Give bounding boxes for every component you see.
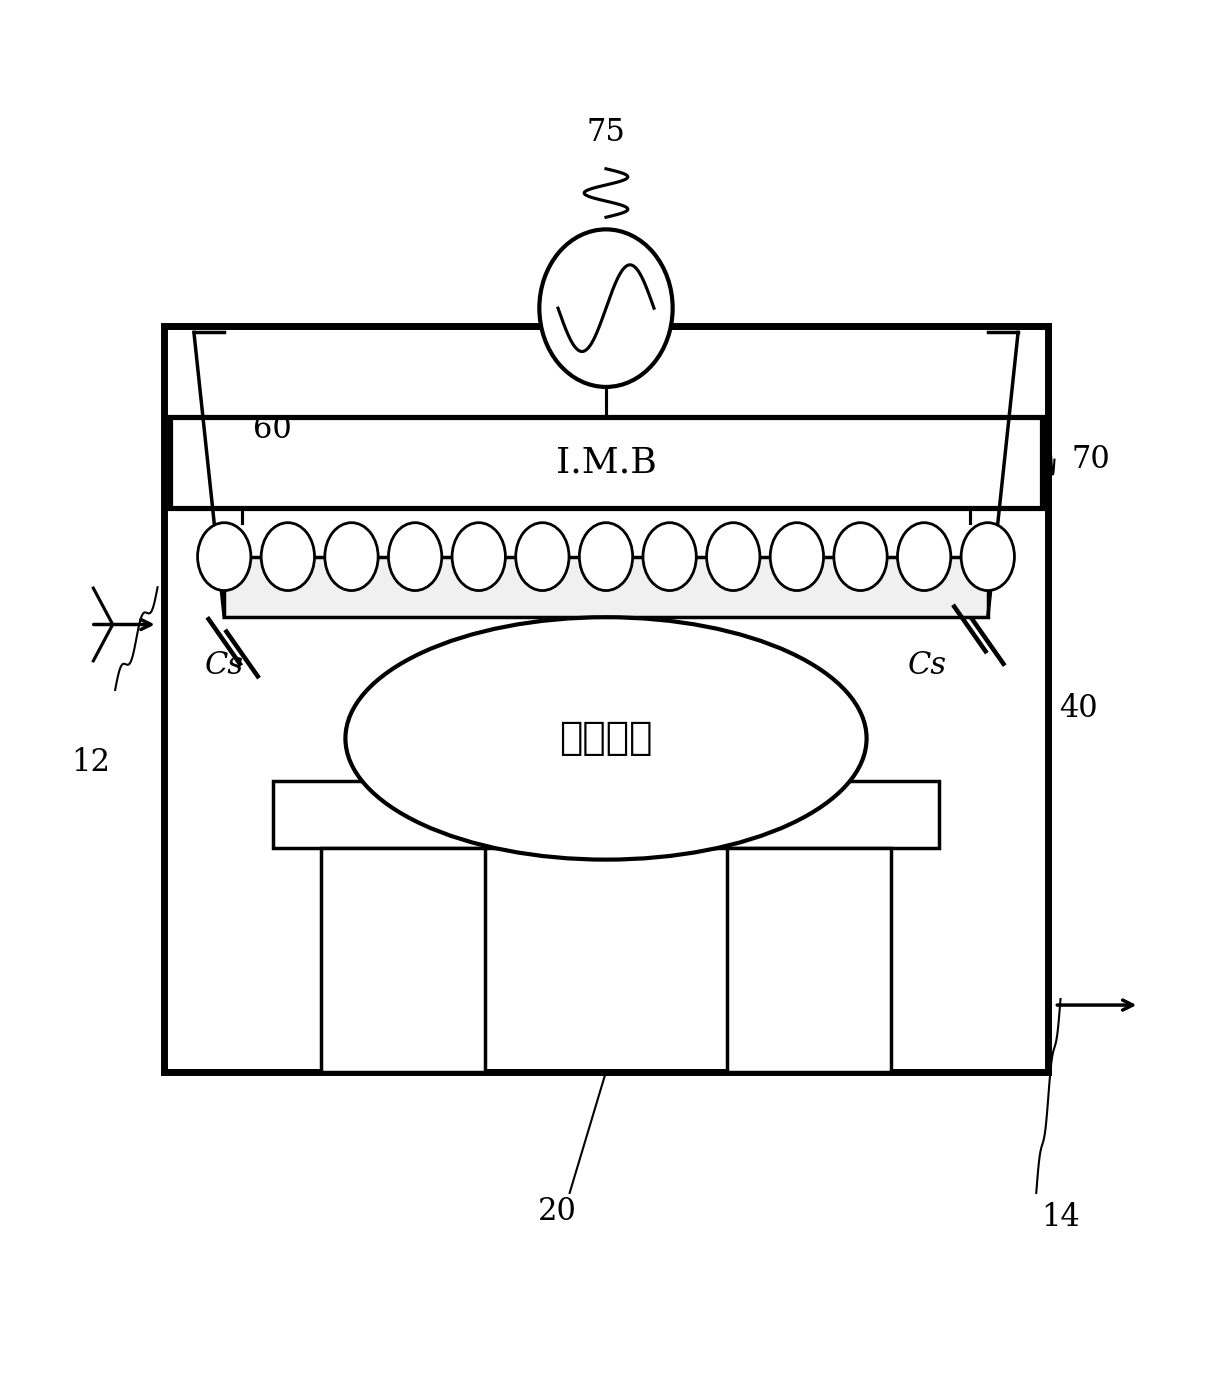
Ellipse shape <box>539 230 673 387</box>
Ellipse shape <box>388 522 441 590</box>
Ellipse shape <box>897 522 950 590</box>
Text: 等离子体: 等离子体 <box>559 720 653 757</box>
Bar <box>224 557 988 617</box>
Text: Cs: Cs <box>908 650 947 681</box>
Bar <box>170 418 1042 508</box>
Ellipse shape <box>834 522 887 590</box>
Ellipse shape <box>325 522 378 590</box>
Text: 40: 40 <box>1059 693 1098 724</box>
Bar <box>164 326 1048 1072</box>
Text: Cs: Cs <box>205 650 244 681</box>
Ellipse shape <box>771 522 824 590</box>
Bar <box>321 848 485 1072</box>
Text: 20: 20 <box>538 1196 577 1226</box>
Text: 50: 50 <box>665 626 704 657</box>
Ellipse shape <box>579 522 633 590</box>
Text: 14: 14 <box>1041 1201 1080 1233</box>
Ellipse shape <box>198 522 251 590</box>
Text: 70: 70 <box>1071 444 1110 475</box>
Bar <box>273 781 939 848</box>
Ellipse shape <box>262 522 314 590</box>
Bar <box>727 848 891 1072</box>
Ellipse shape <box>707 522 760 590</box>
Text: 60: 60 <box>253 413 292 445</box>
Ellipse shape <box>642 522 696 590</box>
Text: 12: 12 <box>72 748 110 778</box>
Text: 30: 30 <box>665 802 704 832</box>
Ellipse shape <box>345 617 867 860</box>
Ellipse shape <box>515 522 568 590</box>
Text: 75: 75 <box>587 117 625 148</box>
Ellipse shape <box>961 522 1014 590</box>
Ellipse shape <box>452 522 505 590</box>
Text: I.M.B: I.M.B <box>555 445 657 480</box>
